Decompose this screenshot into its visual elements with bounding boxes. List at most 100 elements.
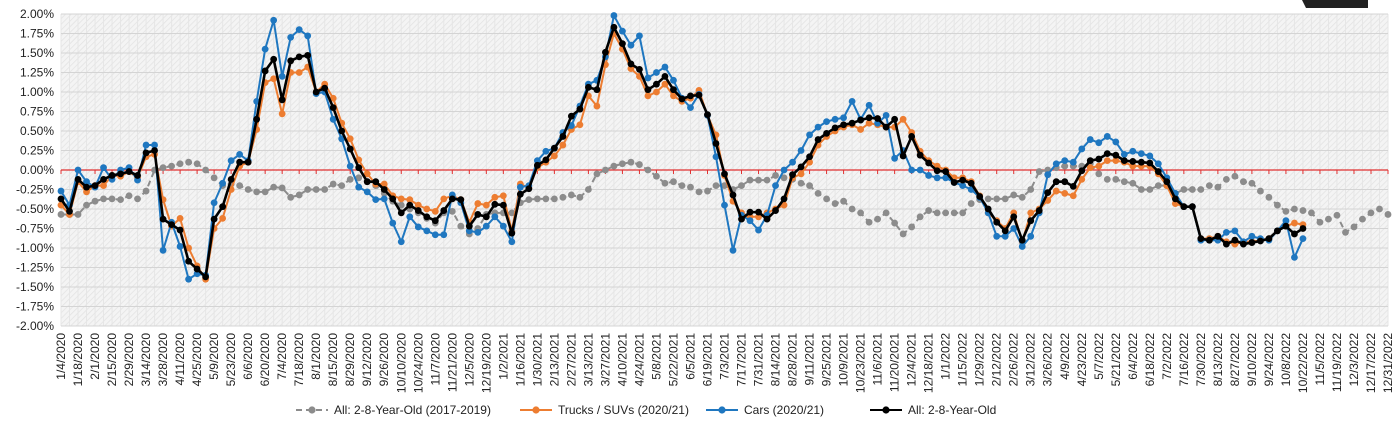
data-point	[670, 92, 677, 100]
data-point	[1027, 209, 1035, 217]
y-tick-label: -0.50%	[16, 202, 54, 216]
data-point	[653, 172, 660, 180]
data-point	[525, 185, 533, 193]
data-point	[1342, 229, 1349, 236]
data-point	[100, 175, 107, 183]
data-point	[176, 226, 184, 234]
data-point	[755, 176, 762, 184]
x-tick-label: 8/27/2022	[1228, 333, 1242, 387]
data-point	[108, 172, 116, 179]
data-point	[1257, 237, 1264, 245]
data-point	[1308, 209, 1315, 217]
data-point	[278, 96, 286, 104]
data-point	[1078, 167, 1086, 175]
data-point	[74, 175, 82, 183]
data-point	[780, 174, 788, 182]
data-point	[1061, 190, 1069, 197]
data-point	[1222, 240, 1230, 248]
data-point	[227, 157, 235, 165]
data-point	[57, 195, 65, 203]
data-point	[1001, 227, 1009, 235]
data-point	[865, 119, 873, 127]
data-point	[474, 229, 482, 236]
x-axis: 1/4/2020 1/18/2020 2/1/2020 2/15/2020 2/29/2…	[54, 333, 1393, 393]
data-point	[542, 195, 550, 203]
data-point	[465, 227, 473, 235]
data-point	[1018, 243, 1026, 250]
data-point	[474, 211, 482, 218]
data-point	[278, 110, 286, 118]
data-point	[406, 213, 414, 221]
x-tick-label: 2/13/2021	[547, 333, 561, 387]
data-point	[823, 129, 830, 137]
data-point	[1069, 192, 1077, 200]
data-point	[329, 94, 337, 102]
data-point	[1248, 179, 1256, 187]
data-point	[236, 158, 244, 166]
x-tick-label: 5/8/2021	[649, 333, 663, 380]
data-point	[1120, 178, 1128, 186]
data-point	[610, 12, 618, 19]
legend-label: Trucks / SUVs (2020/21)	[558, 403, 689, 417]
data-point	[159, 246, 167, 254]
data-point	[1044, 171, 1052, 179]
data-point	[627, 65, 635, 72]
data-point	[567, 112, 575, 120]
data-point	[287, 34, 295, 41]
data-point	[627, 41, 635, 49]
data-point	[372, 196, 380, 204]
data-point	[312, 88, 320, 96]
data-point	[653, 69, 660, 76]
data-point	[202, 166, 210, 174]
data-point	[814, 190, 822, 197]
data-point	[236, 151, 244, 158]
data-point	[950, 179, 958, 186]
data-point	[1231, 227, 1239, 235]
data-point	[644, 166, 652, 174]
x-tick-label: 6/6/2020	[241, 333, 255, 380]
data-point	[967, 200, 975, 207]
data-point	[933, 174, 941, 182]
data-point	[1095, 170, 1103, 178]
data-point	[899, 230, 907, 238]
data-point	[1103, 157, 1111, 165]
data-point	[91, 197, 99, 205]
data-point	[1188, 186, 1196, 193]
data-point	[185, 257, 192, 265]
x-tick-label: 1/15/2022	[956, 333, 970, 387]
data-point	[1214, 183, 1222, 191]
data-point	[304, 186, 312, 193]
data-point	[942, 174, 950, 182]
x-tick-label: 10/23/2021	[854, 333, 868, 393]
data-point	[474, 200, 482, 207]
data-point	[270, 16, 278, 24]
data-point	[1010, 191, 1018, 199]
x-tick-label: 1/29/2022	[973, 333, 987, 387]
x-tick-label: 8/28/2021	[786, 333, 800, 387]
data-point	[636, 65, 643, 73]
data-point	[916, 213, 924, 221]
data-point	[848, 119, 856, 127]
data-point	[1061, 178, 1069, 186]
data-point	[74, 211, 82, 218]
data-point	[440, 195, 448, 203]
x-tick-label: 3/14/2020	[139, 333, 153, 387]
data-point	[533, 195, 541, 203]
data-point	[491, 200, 499, 208]
data-point	[1010, 225, 1018, 232]
data-point	[491, 213, 499, 221]
x-tick-label: 7/3/2021	[718, 333, 732, 380]
data-point	[670, 86, 677, 94]
data-point	[482, 222, 490, 230]
data-point	[993, 232, 1001, 240]
data-point	[363, 178, 371, 186]
data-point	[338, 127, 346, 135]
data-point	[423, 213, 431, 221]
data-point	[117, 170, 124, 178]
data-point	[993, 195, 1001, 203]
data-point	[1095, 162, 1103, 170]
data-point	[670, 76, 677, 84]
x-tick-label: 11/6/2021	[871, 333, 885, 386]
y-tick-label: 1.75%	[20, 27, 54, 41]
data-point	[108, 195, 116, 203]
